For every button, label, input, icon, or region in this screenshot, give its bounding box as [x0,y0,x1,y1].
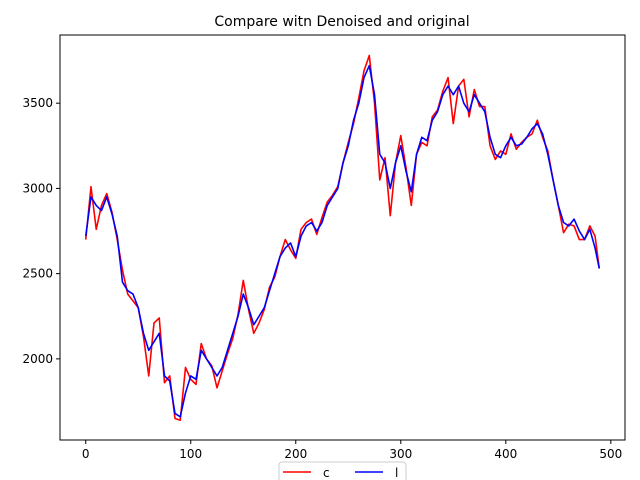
legend-label: l [395,466,398,480]
line [84,64,601,418]
x-tick-label: 200 [284,447,307,461]
x-tick-label: 100 [179,447,202,461]
y-tick-label: 2000 [22,352,53,366]
chart-title: Compare witn Denoised and original [214,14,469,30]
x-tick-label: 400 [494,447,517,461]
x-tick-label: 500 [599,447,622,461]
x-tick-label: 300 [389,447,412,461]
plot-frame [59,34,626,441]
x-tick-label: 0 [82,447,90,461]
y-tick-label: 3500 [22,96,53,110]
legend-label: c [323,466,330,480]
y-tick-label: 3000 [22,181,53,195]
y-tick-label: 2500 [22,267,53,281]
legend-box [278,461,407,480]
